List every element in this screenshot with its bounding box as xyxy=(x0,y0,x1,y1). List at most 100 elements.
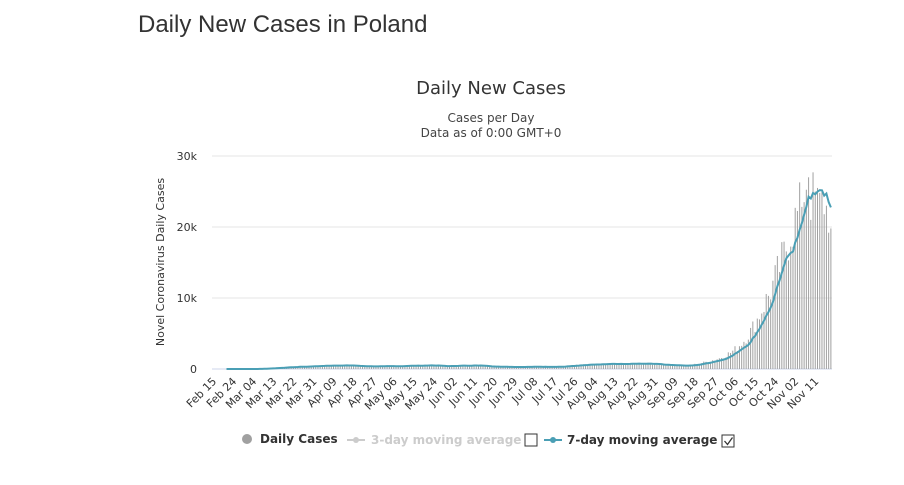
bar xyxy=(712,360,714,369)
bar xyxy=(317,366,319,369)
bar xyxy=(480,365,482,369)
bar xyxy=(783,241,785,369)
bar xyxy=(801,206,803,369)
y-tick-label: 0 xyxy=(190,363,197,376)
bar xyxy=(750,327,752,369)
bar xyxy=(399,366,401,369)
bar xyxy=(348,365,350,369)
bar xyxy=(703,361,705,369)
bar xyxy=(830,228,832,369)
bar xyxy=(339,365,341,369)
bar xyxy=(743,341,745,369)
bar xyxy=(330,365,332,369)
bar xyxy=(678,365,680,369)
bar xyxy=(596,364,598,369)
page-title: Daily New Cases in Poland xyxy=(138,11,428,38)
bar xyxy=(435,366,437,369)
bar xyxy=(462,365,464,369)
bar xyxy=(306,366,308,369)
legend-3-day-average-label: 3-day moving average xyxy=(371,433,521,447)
bar xyxy=(701,363,703,369)
bar xyxy=(725,357,727,369)
bar xyxy=(379,366,381,369)
bar xyxy=(362,366,364,369)
bar xyxy=(346,365,348,369)
y-tick-label: 10k xyxy=(177,292,198,305)
bar xyxy=(658,364,660,369)
bar xyxy=(763,311,765,369)
bar xyxy=(326,365,328,369)
bar xyxy=(812,172,814,369)
bar xyxy=(576,364,578,369)
bar xyxy=(413,366,415,369)
bar xyxy=(500,367,502,369)
bar xyxy=(344,365,346,369)
bar xyxy=(663,364,665,369)
bar xyxy=(669,365,671,369)
bar xyxy=(788,260,790,369)
bar xyxy=(446,366,448,369)
bar xyxy=(411,365,413,369)
bar xyxy=(382,366,384,369)
bar xyxy=(689,365,691,369)
bar xyxy=(602,363,604,369)
bar xyxy=(618,363,620,369)
bar xyxy=(542,367,544,369)
7-day-average-checkbox[interactable] xyxy=(721,434,735,448)
bar xyxy=(685,365,687,369)
bar xyxy=(357,365,359,369)
bar xyxy=(680,365,682,369)
bar xyxy=(674,365,676,369)
bar xyxy=(589,364,591,369)
bar xyxy=(698,363,700,369)
y-axis: 0 10k 20k 30k xyxy=(177,150,198,376)
bar xyxy=(364,366,366,369)
legend-daily-cases[interactable]: Daily Cases xyxy=(242,432,338,446)
bar xyxy=(460,365,462,369)
bar xyxy=(785,251,787,369)
bar xyxy=(440,365,442,369)
bar xyxy=(645,363,647,369)
bar xyxy=(402,365,404,369)
legend-3-day-average[interactable]: 3-day moving average xyxy=(347,433,521,447)
bar xyxy=(736,351,738,369)
y-axis-title: Novel Coronavirus Daily Cases xyxy=(154,178,167,346)
bar xyxy=(721,358,723,369)
bar xyxy=(770,299,772,369)
bar xyxy=(611,363,613,369)
bar xyxy=(388,366,390,369)
bar xyxy=(587,364,589,369)
bar xyxy=(774,265,776,369)
bar xyxy=(631,363,633,369)
bar xyxy=(495,366,497,369)
bar xyxy=(384,366,386,369)
bar xyxy=(620,363,622,369)
bar xyxy=(776,255,778,369)
bar xyxy=(756,318,758,369)
bar xyxy=(391,366,393,369)
bar xyxy=(647,362,649,369)
bar xyxy=(665,365,667,369)
bar xyxy=(408,366,410,369)
bar xyxy=(424,364,426,369)
bars xyxy=(254,172,832,369)
bar xyxy=(350,365,352,369)
bar xyxy=(614,364,616,369)
bar xyxy=(781,242,783,369)
bar xyxy=(415,365,417,369)
bar xyxy=(386,366,388,369)
bar xyxy=(451,365,453,369)
bar xyxy=(796,210,798,369)
bar xyxy=(529,367,531,369)
bar xyxy=(790,246,792,369)
bar xyxy=(727,352,729,369)
bar xyxy=(502,367,504,369)
bar xyxy=(803,202,805,369)
bar xyxy=(453,365,455,369)
bar xyxy=(692,365,694,369)
bar xyxy=(585,364,587,369)
3-day-average-checkbox[interactable] xyxy=(524,433,538,447)
legend-3-day-average-marker xyxy=(353,437,359,443)
legend-7-day-average[interactable]: 7-day moving average xyxy=(544,433,717,447)
bar xyxy=(536,366,537,369)
